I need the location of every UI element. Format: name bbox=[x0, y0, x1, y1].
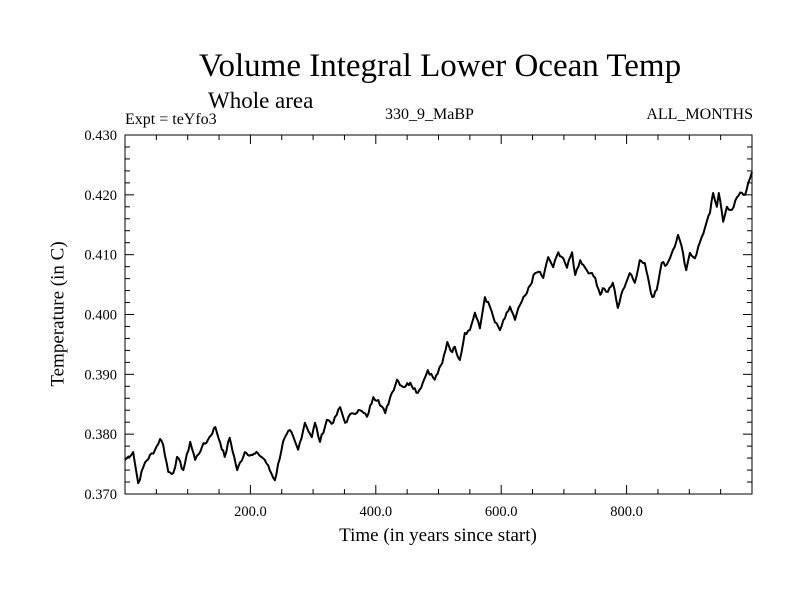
y-tick-label: 0.430 bbox=[84, 128, 117, 144]
tick-labels: 200.0 400.0 600.0 800.0 0.370 0.380 0.390 0.400… bbox=[84, 128, 643, 520]
axis-ticks bbox=[125, 135, 752, 494]
y-tick-label: 0.420 bbox=[84, 188, 117, 204]
x-tick-label: 600.0 bbox=[485, 504, 518, 520]
plot-frame bbox=[124, 134, 753, 495]
x-axis-label: Time (in years since start) bbox=[339, 525, 537, 546]
series-line bbox=[124, 171, 753, 485]
x-tick-label: 400.0 bbox=[359, 504, 392, 520]
period-label: 330_9_MaBP bbox=[385, 106, 474, 123]
y-tick-label: 0.390 bbox=[84, 367, 117, 383]
months-label: ALL_MONTHS bbox=[646, 106, 753, 123]
y-tick-label: 0.370 bbox=[84, 487, 117, 503]
y-tick-label: 0.400 bbox=[84, 308, 117, 324]
x-tick-label: 800.0 bbox=[610, 504, 643, 520]
y-tick-label: 0.380 bbox=[84, 427, 117, 443]
chart-title: Volume Integral Lower Ocean Temp bbox=[198, 48, 682, 84]
x-tick-label: 200.0 bbox=[234, 504, 267, 520]
y-tick-label: 0.410 bbox=[84, 248, 117, 264]
chart-subtitle: Whole area bbox=[208, 88, 314, 113]
experiment-label: Expt = teYfo3 bbox=[125, 111, 217, 128]
